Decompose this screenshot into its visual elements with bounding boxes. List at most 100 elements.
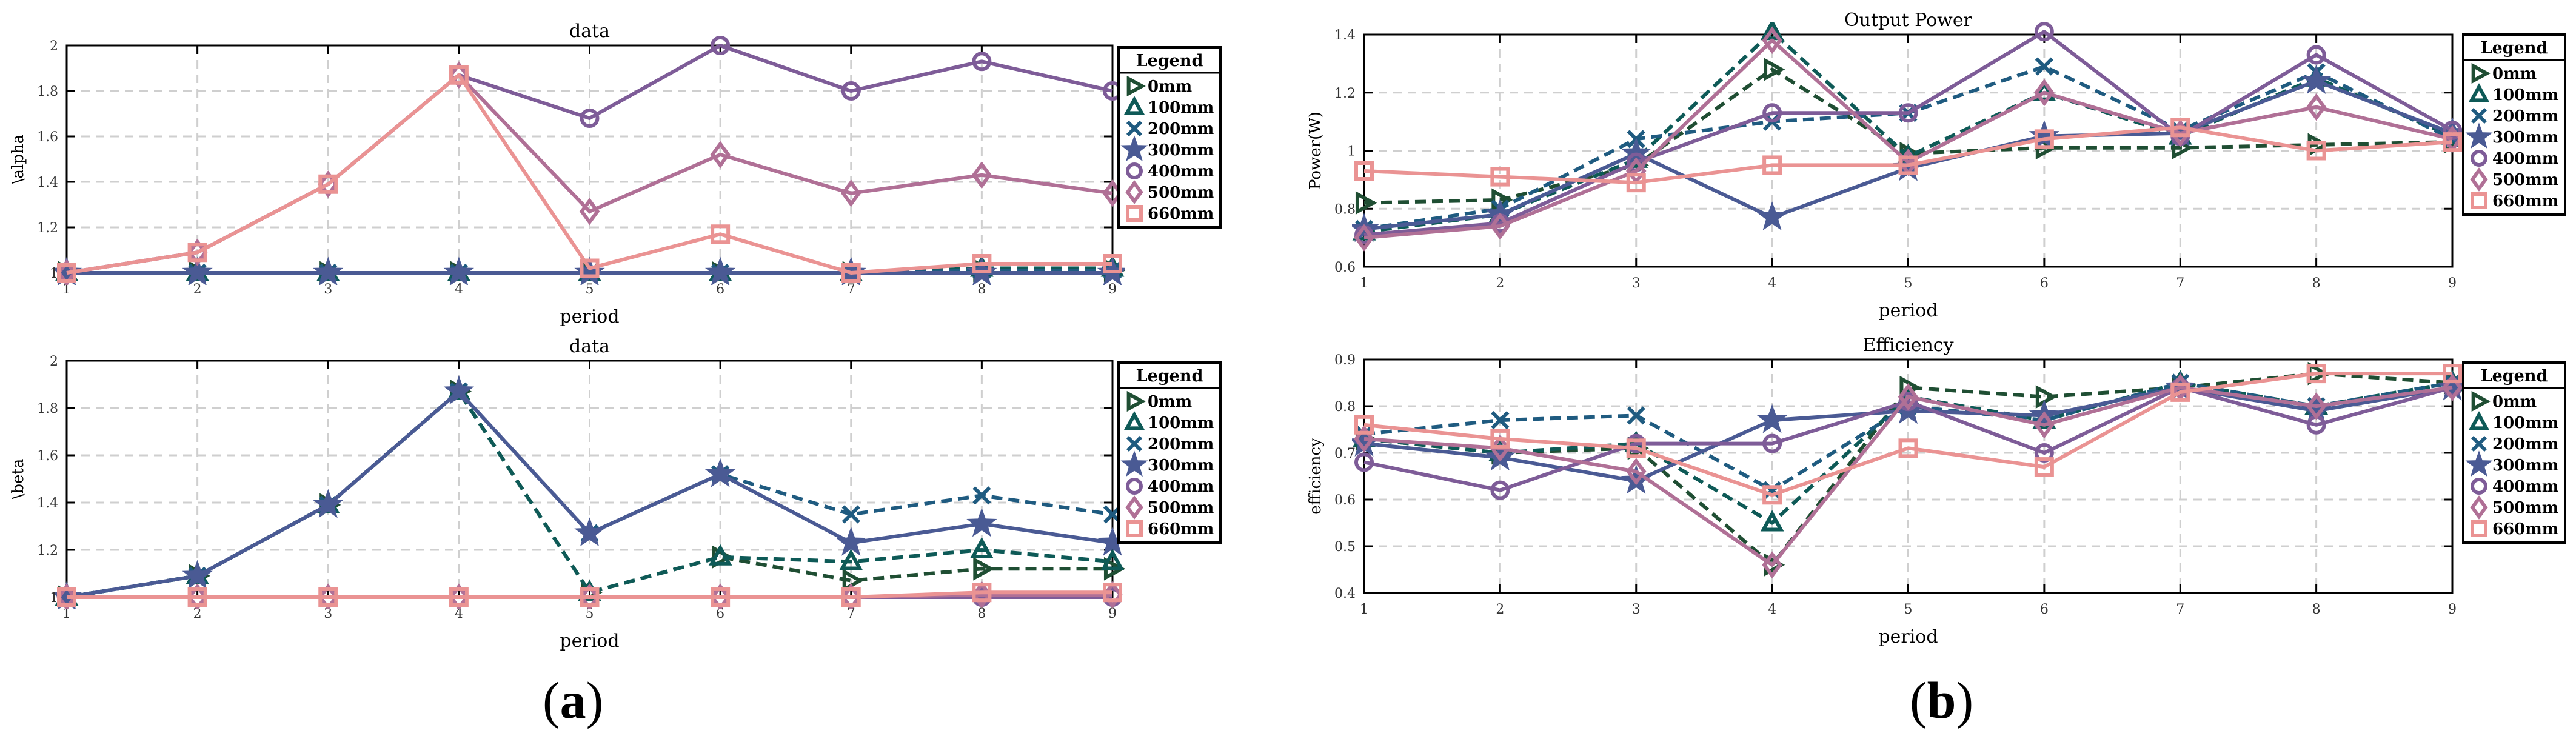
y-tick-label: 1.2: [37, 543, 58, 558]
x-tick-label: 3: [324, 606, 332, 621]
chart-title: Efficiency: [1862, 335, 1953, 356]
data-point-660mm: [2034, 457, 2054, 477]
x-axis-label: period: [560, 631, 619, 652]
data-point-0mm: [2035, 385, 2058, 409]
legend-marker-100mm: [2468, 411, 2490, 430]
legend-label-500mm: 500mm: [1148, 184, 1214, 202]
legend-label-100mm: 100mm: [1148, 414, 1214, 432]
y-tick-label: 0.9: [1334, 353, 1356, 368]
data-point-660mm: [2034, 129, 2054, 149]
legend-marker-500mm: [1125, 495, 1143, 520]
x-axis-label: period: [1878, 626, 1938, 647]
data-point-500mm: [1626, 458, 1647, 486]
x-tick-label: 4: [455, 282, 463, 297]
x-axis-label: period: [1878, 300, 1938, 321]
data-point-660mm: [1762, 485, 1782, 505]
y-tick-label: 1: [1347, 144, 1356, 159]
y-tick-label: 2: [50, 39, 58, 54]
x-tick-label: 9: [1108, 282, 1117, 297]
series-line-500mm: [1363, 38, 2453, 240]
legend-marker-400mm: [1126, 162, 1143, 179]
legend-title: Legend: [2481, 367, 2548, 386]
x-tick-label: 2: [193, 606, 202, 621]
legend-marker-300mm: [1120, 450, 1148, 477]
data-point-660mm: [318, 174, 338, 194]
data-point-500mm: [971, 161, 992, 189]
chart-a_alpha: 1 2 3 4 5 6 7 8 911.21.41.61.82dataperiod\alphaL…: [9, 21, 1222, 327]
legend-marker-200mm: [2471, 107, 2487, 124]
data-point-660mm: [2443, 364, 2462, 384]
legend-marker-0mm: [1126, 390, 1146, 412]
legend-box: [2462, 33, 2566, 216]
data-point-500mm: [2306, 93, 2327, 121]
legend-marker-500mm: [2470, 495, 2488, 520]
series-0mm: [1355, 58, 2464, 215]
data-point-660mm: [841, 587, 861, 607]
y-tick-label: 1.4: [1334, 28, 1356, 43]
x-tick-label: 8: [977, 282, 986, 297]
legend-marker-660mm: [1126, 520, 1143, 537]
data-point-400mm: [1762, 433, 1782, 453]
legend-marker-100mm: [1123, 96, 1145, 115]
data-point-100mm: [839, 549, 863, 570]
data-point-100mm: [1760, 22, 1784, 41]
legend-marker-200mm: [1126, 435, 1143, 452]
legend-marker-500mm: [1125, 180, 1143, 204]
x-tick-label: 5: [586, 606, 594, 621]
data-point-660mm: [1898, 438, 1918, 458]
data-point-100mm: [2032, 79, 2056, 101]
data-point-300mm: [313, 256, 344, 285]
x-tick-label: 3: [1632, 276, 1641, 291]
data-point-660mm: [711, 224, 731, 244]
data-point-500mm: [579, 583, 600, 609]
legend-label-200mm: 200mm: [1148, 435, 1214, 453]
series-400mm: [57, 36, 1122, 283]
data-point-660mm: [1103, 583, 1122, 603]
y-axis-label: \beta: [9, 459, 27, 500]
y-axis-label: efficiency: [1306, 438, 1325, 515]
data-point-200mm: [1491, 410, 1510, 430]
data-point-660mm: [57, 587, 76, 607]
legend-label-400mm: 400mm: [1148, 162, 1214, 181]
data-point-500mm: [1354, 425, 1374, 453]
data-point-200mm: [1763, 481, 1782, 500]
legend-label-500mm: 500mm: [2492, 499, 2558, 517]
legend-title: Legend: [1136, 52, 1203, 70]
data-point-500mm: [1490, 434, 1511, 462]
legend-label-0mm: 0mm: [1148, 78, 1192, 96]
x-tick-label: 1: [1360, 602, 1368, 617]
x-tick-label: 8: [2312, 276, 2321, 291]
x-tick-label: 2: [1496, 602, 1504, 617]
data-point-660mm: [711, 587, 731, 607]
series-line-660mm: [67, 590, 1112, 599]
y-axis-label: Power(W): [1306, 112, 1325, 190]
x-tick-label: 9: [2448, 602, 2457, 617]
legend-label-500mm: 500mm: [1148, 499, 1214, 517]
data-point-500mm: [1898, 383, 1919, 411]
data-point-500mm: [2306, 392, 2327, 420]
legend-label-300mm: 300mm: [1148, 141, 1214, 159]
data-point-300mm: [1756, 404, 1788, 433]
data-point-660mm: [2170, 382, 2190, 402]
x-axis-label: period: [560, 306, 619, 327]
series-660mm: [1354, 364, 2462, 505]
x-tick-label: 8: [2312, 602, 2321, 617]
data-point-660mm: [1490, 167, 1510, 187]
data-point-660mm: [1103, 254, 1122, 273]
data-point-400mm: [841, 81, 861, 101]
chart-b_power: 1 2 3 4 5 6 7 8 9 0.6 0.8 1 1.2 1.4 Output Power period…: [1306, 10, 2566, 321]
y-tick-label: 0.4: [1334, 586, 1356, 601]
x-tick-label: 4: [455, 606, 463, 621]
data-point-500mm: [1762, 551, 1782, 579]
data-point-200mm: [2035, 57, 2054, 76]
data-point-300mm: [313, 489, 344, 518]
data-point-100mm: [1760, 510, 1784, 532]
data-point-300mm: [443, 375, 475, 405]
data-point-660mm: [57, 263, 76, 283]
legend-marker-100mm: [1123, 411, 1145, 430]
series-660mm: [1354, 118, 2462, 193]
data-point-660mm: [1354, 415, 1374, 435]
data-point-500mm: [56, 583, 77, 609]
data-point-660mm: [449, 65, 469, 85]
y-tick-label: 1.4: [37, 175, 58, 190]
